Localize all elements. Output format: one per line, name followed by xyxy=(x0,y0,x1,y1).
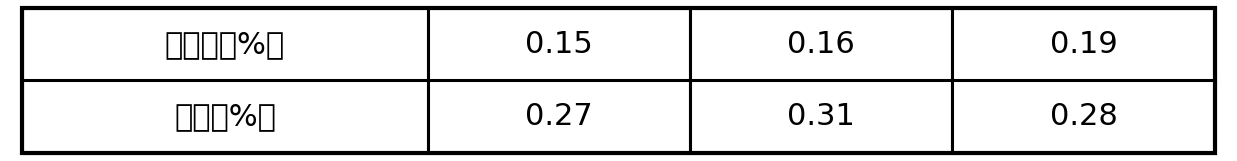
Text: 0.28: 0.28 xyxy=(1050,102,1117,131)
Bar xyxy=(22,8,428,80)
Bar xyxy=(690,80,952,153)
Bar xyxy=(22,80,428,153)
Bar xyxy=(428,80,690,153)
Text: 0.16: 0.16 xyxy=(787,30,855,59)
Bar xyxy=(690,8,952,80)
Bar xyxy=(952,80,1215,153)
Text: 0.31: 0.31 xyxy=(787,102,855,131)
Text: 0.19: 0.19 xyxy=(1050,30,1117,59)
Bar xyxy=(428,8,690,80)
Bar xyxy=(952,8,1215,80)
Text: 全水（%）: 全水（%） xyxy=(174,102,276,131)
Text: 0.15: 0.15 xyxy=(524,30,593,59)
Text: 0.27: 0.27 xyxy=(524,102,593,131)
Text: 自由水（%）: 自由水（%） xyxy=(165,30,285,59)
